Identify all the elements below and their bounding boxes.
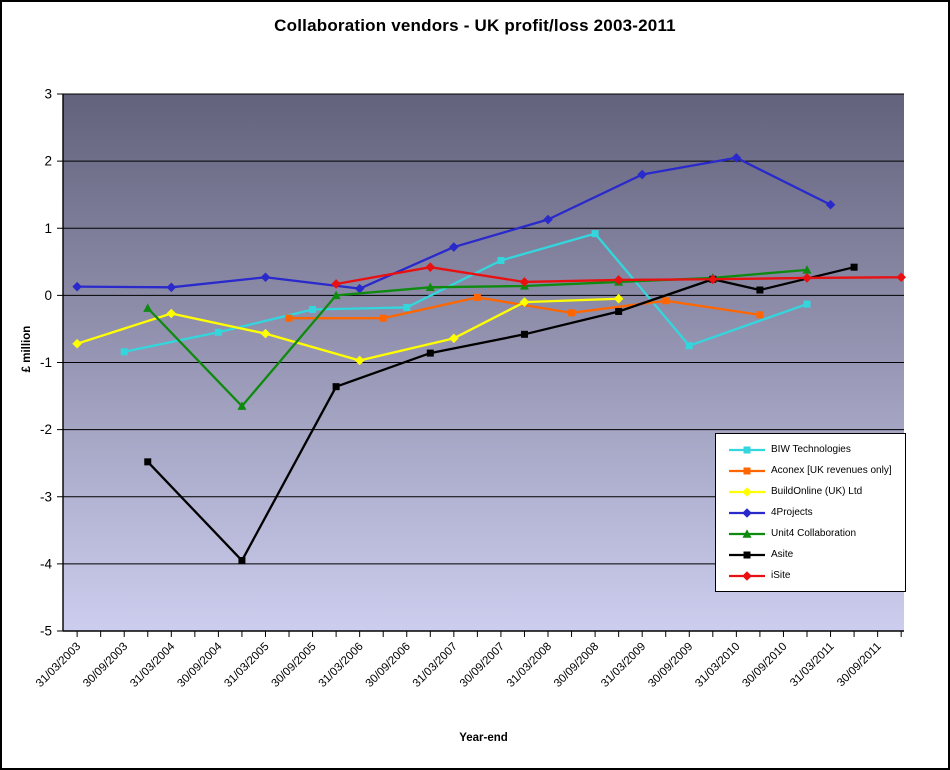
svg-text:3: 3 (44, 87, 52, 102)
svg-text:31/03/2011: 31/03/2011 (788, 641, 837, 690)
svg-text:-3: -3 (40, 489, 52, 504)
svg-text:30/09/2006: 30/09/2006 (364, 641, 413, 690)
svg-text:-5: -5 (40, 624, 52, 639)
legend-sample-isite (729, 570, 765, 581)
svg-text:31/03/2007: 31/03/2007 (411, 641, 460, 690)
svg-text:1: 1 (44, 221, 52, 236)
legend-sample-biw-technologies (729, 446, 765, 453)
svg-text:31/03/2010: 31/03/2010 (693, 641, 742, 690)
series-buildonline-uk-ltd (72, 293, 624, 366)
svg-text:-2: -2 (40, 422, 52, 437)
legend-sample-4projects (729, 507, 765, 518)
series-4projects (72, 152, 836, 294)
svg-text:30/09/2005: 30/09/2005 (270, 641, 319, 690)
y-axis: 3 2 1 0 -1 -2 -3 -4 -5 (40, 87, 904, 639)
svg-text:31/03/2009: 31/03/2009 (599, 641, 648, 690)
series-isite (331, 262, 906, 289)
legend-label: Unit4 Collaboration (771, 528, 857, 539)
legend-label: Asite (771, 549, 794, 560)
legend-entry-4projects: 4Projects (728, 505, 905, 520)
series-biw-technologies (120, 230, 811, 356)
legend-entry-biw-technologies: BIW Technologies (728, 442, 905, 457)
svg-text:2: 2 (44, 154, 52, 169)
svg-text:30/09/2007: 30/09/2007 (458, 641, 507, 690)
x-axis-title: Year-end (459, 732, 508, 744)
chart-title: Collaboration vendors - UK profit/loss 2… (274, 16, 676, 35)
svg-text:-4: -4 (40, 556, 52, 571)
svg-text:30/09/2003: 30/09/2003 (81, 641, 130, 690)
legend-label: BIW Technologies (771, 444, 851, 455)
svg-text:31/03/2008: 31/03/2008 (505, 641, 554, 690)
svg-text:30/09/2008: 30/09/2008 (552, 641, 601, 690)
x-axis: 31/03/200330/09/200331/03/200430/09/2004… (34, 631, 902, 690)
legend-entry-unit4-collaboration: Unit4 Collaboration (728, 526, 905, 541)
svg-text:-1: -1 (40, 355, 52, 370)
legend-entry-asite: Asite (728, 547, 905, 562)
legend-label: 4Projects (771, 507, 813, 518)
svg-text:31/03/2003: 31/03/2003 (34, 641, 83, 690)
svg-text:30/09/2011: 30/09/2011 (835, 641, 884, 690)
legend-entry-aconex-uk-revenues-only: Aconex [UK revenues only] (728, 463, 905, 478)
legend-label: BuildOnline (UK) Ltd (771, 486, 863, 497)
legend: BIW Technologies Aconex [UK revenues only… (715, 433, 906, 592)
legend-sample-buildonline-uk-ltd (729, 486, 765, 497)
svg-text:31/03/2005: 31/03/2005 (222, 641, 271, 690)
legend-sample-aconex-uk-revenues-only (729, 467, 765, 474)
legend-label: Aconex [UK revenues only] (771, 465, 892, 476)
svg-text:0: 0 (44, 288, 52, 303)
legend-entry-buildonline-uk-ltd: BuildOnline (UK) Ltd (728, 484, 905, 499)
legend-entry-isite: iSite (728, 568, 905, 583)
svg-text:31/03/2004: 31/03/2004 (128, 640, 178, 690)
legend-sample-unit4-collaboration (729, 528, 765, 538)
svg-text:31/03/2006: 31/03/2006 (317, 641, 366, 690)
legend-label: iSite (771, 570, 791, 581)
svg-text:30/09/2009: 30/09/2009 (646, 641, 695, 690)
svg-text:30/09/2010: 30/09/2010 (740, 641, 789, 690)
legend-sample-asite (729, 551, 765, 558)
svg-text:30/09/2004: 30/09/2004 (175, 640, 225, 690)
y-axis-title: £ million (21, 325, 33, 373)
